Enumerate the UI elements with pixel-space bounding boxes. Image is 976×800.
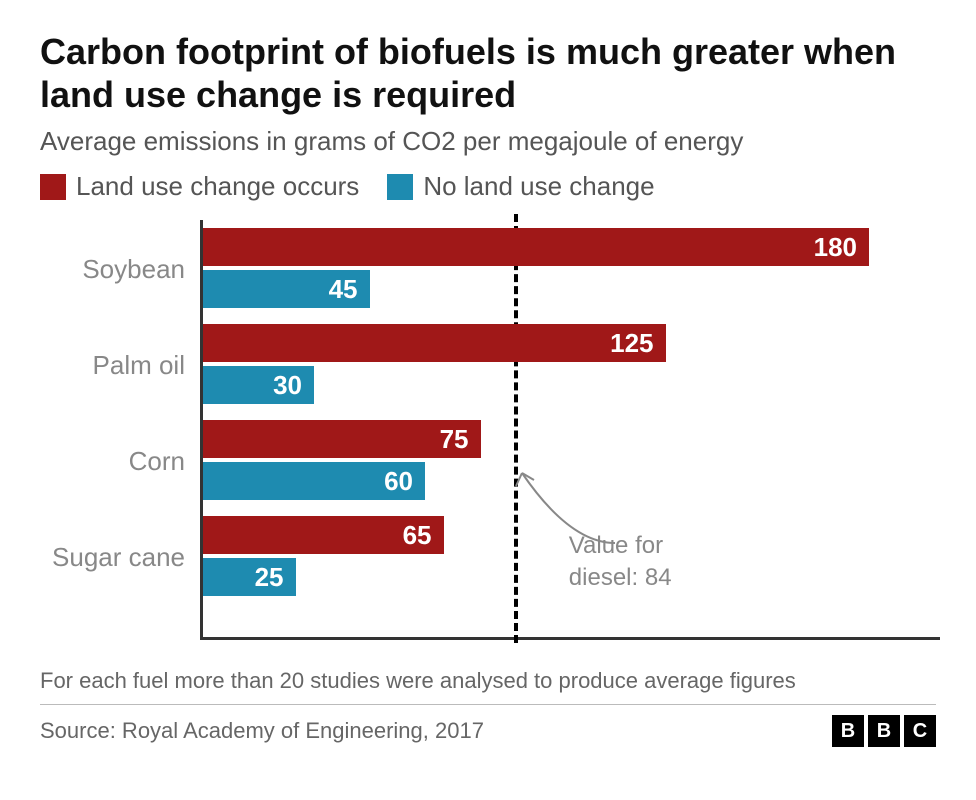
- bar-no-land-use-change: 45: [203, 270, 370, 308]
- bar-no-land-use-change: 25: [203, 558, 296, 596]
- bar-with-land-use-change: 75: [203, 420, 481, 458]
- bar-group: Sugar cane6525: [203, 508, 940, 604]
- category-label: Soybean: [43, 254, 203, 285]
- bar-no-land-use-change: 60: [203, 462, 425, 500]
- category-label: Palm oil: [43, 350, 203, 381]
- bar-chart: Value for diesel: 84 Soybean18045Palm oi…: [200, 220, 940, 640]
- legend-label-1: Land use change occurs: [76, 171, 359, 202]
- legend-item-land-use-change: Land use change occurs: [40, 171, 359, 202]
- category-label: Sugar cane: [43, 542, 203, 573]
- source-line: Source: Royal Academy of Engineering, 20…: [40, 718, 484, 744]
- chart-title: Carbon footprint of biofuels is much gre…: [40, 30, 936, 116]
- bbc-logo-letter: C: [904, 715, 936, 747]
- bar-with-land-use-change: 65: [203, 516, 444, 554]
- chart-footnote: For each fuel more than 20 studies were …: [40, 668, 936, 694]
- bbc-logo-icon: B B C: [832, 715, 936, 747]
- legend-label-2: No land use change: [423, 171, 654, 202]
- bar-no-land-use-change: 30: [203, 366, 314, 404]
- legend-swatch-1: [40, 174, 66, 200]
- bar-group: Palm oil12530: [203, 316, 940, 412]
- bar-group: Corn7560: [203, 412, 940, 508]
- category-label: Corn: [43, 446, 203, 477]
- legend-item-no-land-use-change: No land use change: [387, 171, 654, 202]
- bar-with-land-use-change: 125: [203, 324, 666, 362]
- legend-swatch-2: [387, 174, 413, 200]
- bar-group: Soybean18045: [203, 220, 940, 316]
- bbc-logo-letter: B: [832, 715, 864, 747]
- chart-subtitle: Average emissions in grams of CO2 per me…: [40, 126, 936, 157]
- bbc-logo-letter: B: [868, 715, 900, 747]
- legend: Land use change occurs No land use chang…: [40, 171, 936, 202]
- bar-with-land-use-change: 180: [203, 228, 869, 266]
